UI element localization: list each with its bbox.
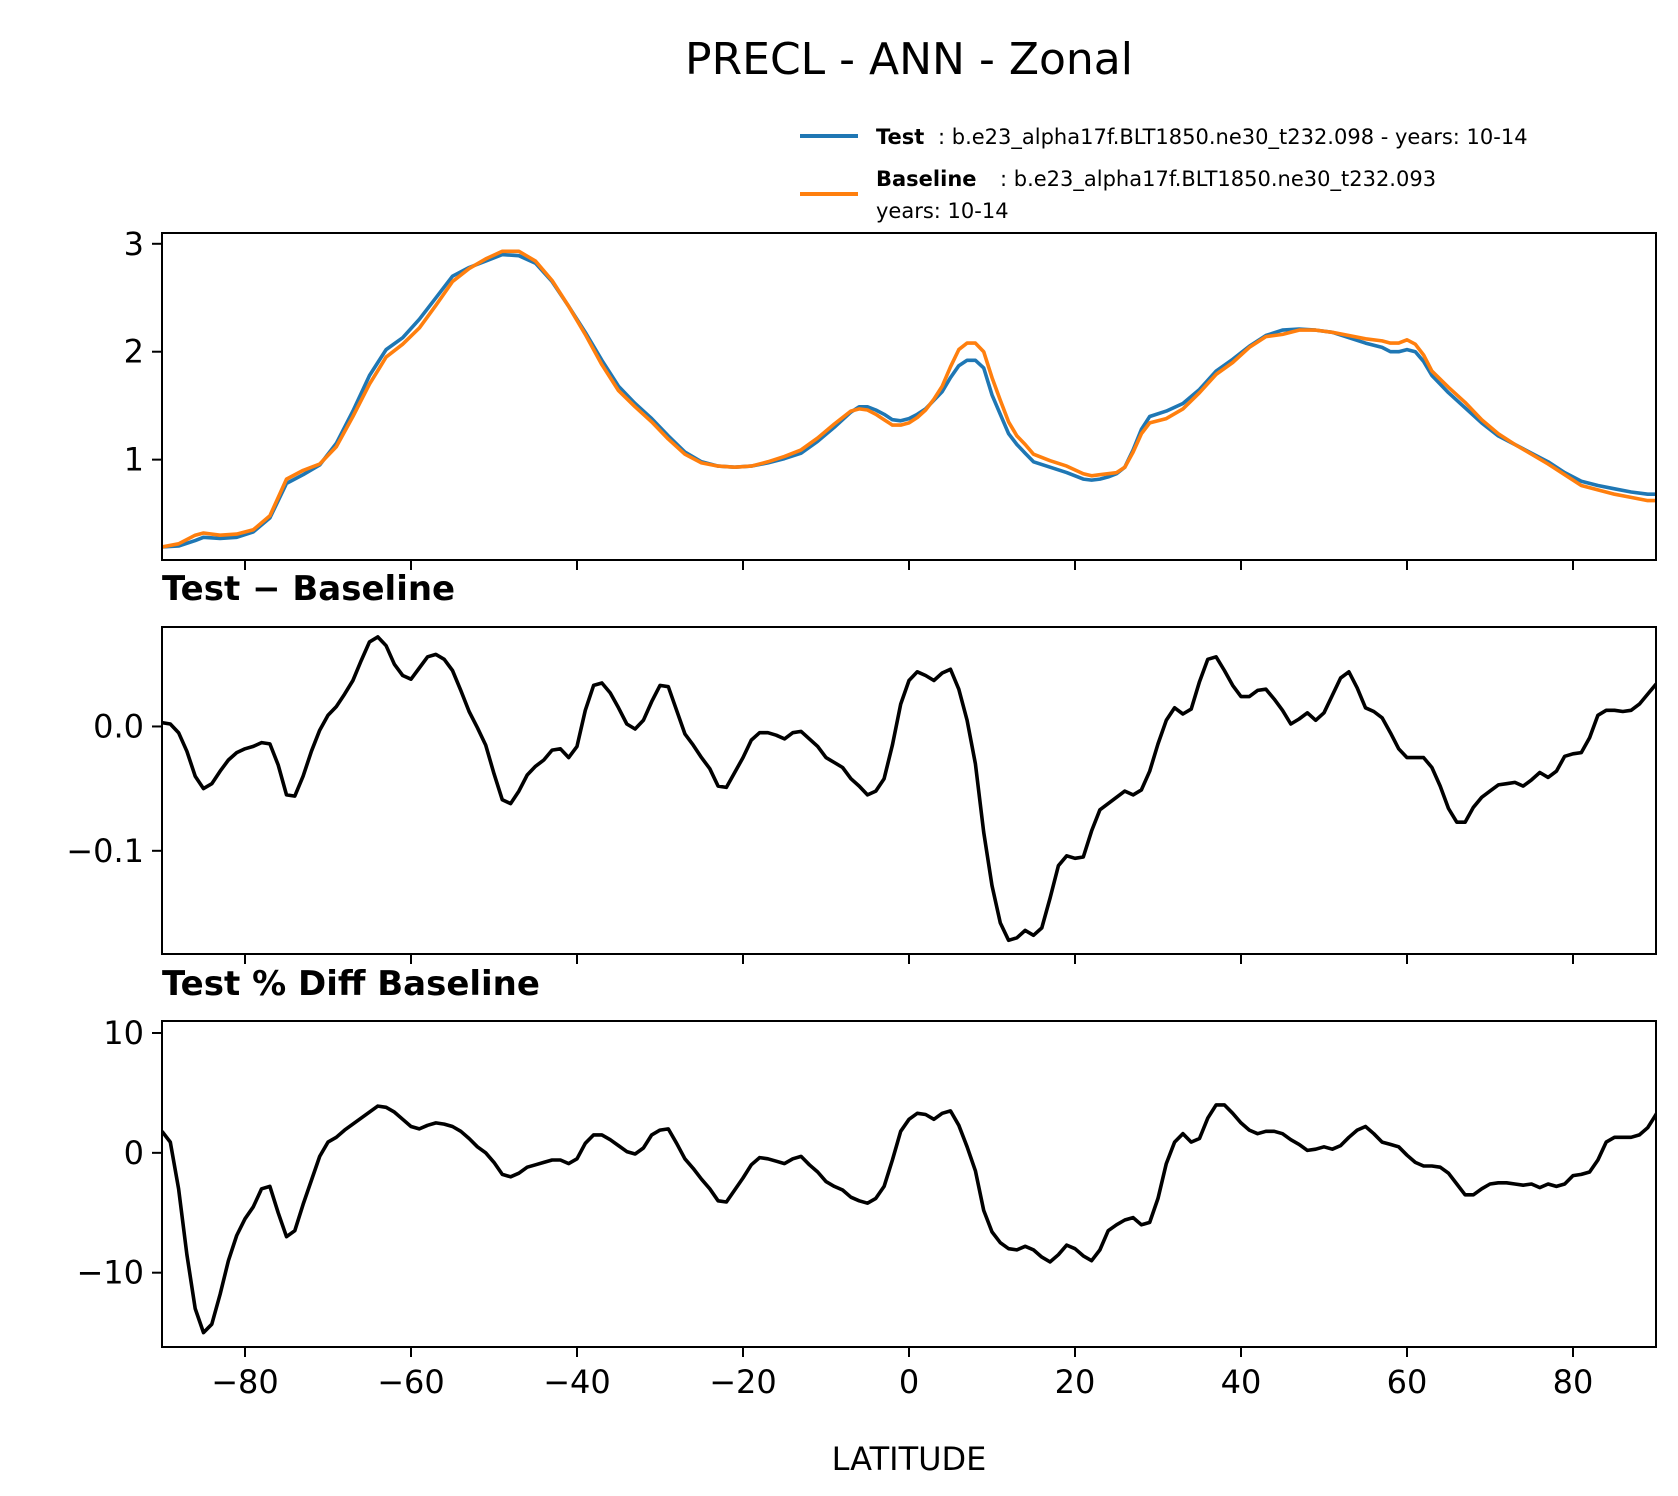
y-tick-label: 2	[124, 333, 144, 371]
x-tick-label: 0	[899, 1363, 919, 1401]
series-line-baseline	[162, 249, 1656, 549]
panel-difference: −0.1 0.0	[66, 626, 1657, 964]
axes-frame	[161, 1020, 1657, 1348]
axes-frame	[161, 626, 1657, 955]
y-tick-label: 0	[124, 1134, 144, 1172]
y-tick-label: 3	[124, 225, 144, 263]
legend-text-test: : b.e23_alpha17f.BLT1850.ne30_t232.098 -…	[938, 125, 1528, 150]
x-tick-label: −40	[543, 1363, 611, 1401]
series-line-test	[162, 252, 1656, 549]
x-tick-label: −20	[709, 1363, 777, 1401]
panel-title-difference: Test − Baseline	[162, 569, 455, 609]
legend-key-test: Test	[876, 125, 924, 149]
legend-key-baseline: Baseline	[876, 167, 977, 191]
y-tick-label: 10	[103, 1014, 144, 1052]
series-line-test-baseline	[162, 635, 1656, 943]
legend-text-baseline-line2: years: 10-14	[876, 199, 1009, 223]
legend: Test : b.e23_alpha17f.BLT1850.ne30_t232.…	[800, 125, 1528, 223]
x-tick-label: 40	[1221, 1363, 1262, 1401]
legend-text-baseline: : b.e23_alpha17f.BLT1850.ne30_t232.093	[1000, 167, 1436, 192]
y-tick-label: −10	[76, 1254, 144, 1292]
x-tick-label: 20	[1055, 1363, 1096, 1401]
panel-zonal-mean: 1 2 3	[124, 225, 1657, 570]
x-axis-label: LATITUDE	[832, 1440, 987, 1478]
x-tick-label: 60	[1387, 1363, 1428, 1401]
y-tick-label: 0.0	[93, 707, 144, 745]
y-tick-label: 1	[124, 441, 144, 479]
series-line-test-diff-baseline	[162, 1103, 1656, 1335]
x-tick-label: −60	[377, 1363, 445, 1401]
panel-percent-difference: −80 −60 −40 −20 0 20 40 60 80 −10 0 10	[76, 1014, 1657, 1401]
x-tick-label: 80	[1553, 1363, 1594, 1401]
x-tick-label: −80	[211, 1363, 279, 1401]
axes-frame	[161, 232, 1657, 561]
y-tick-label: −0.1	[66, 832, 144, 870]
figure-title: PRECL - ANN - Zonal	[685, 34, 1133, 85]
panel-title-percent-difference: Test % Diff Baseline	[162, 964, 540, 1004]
